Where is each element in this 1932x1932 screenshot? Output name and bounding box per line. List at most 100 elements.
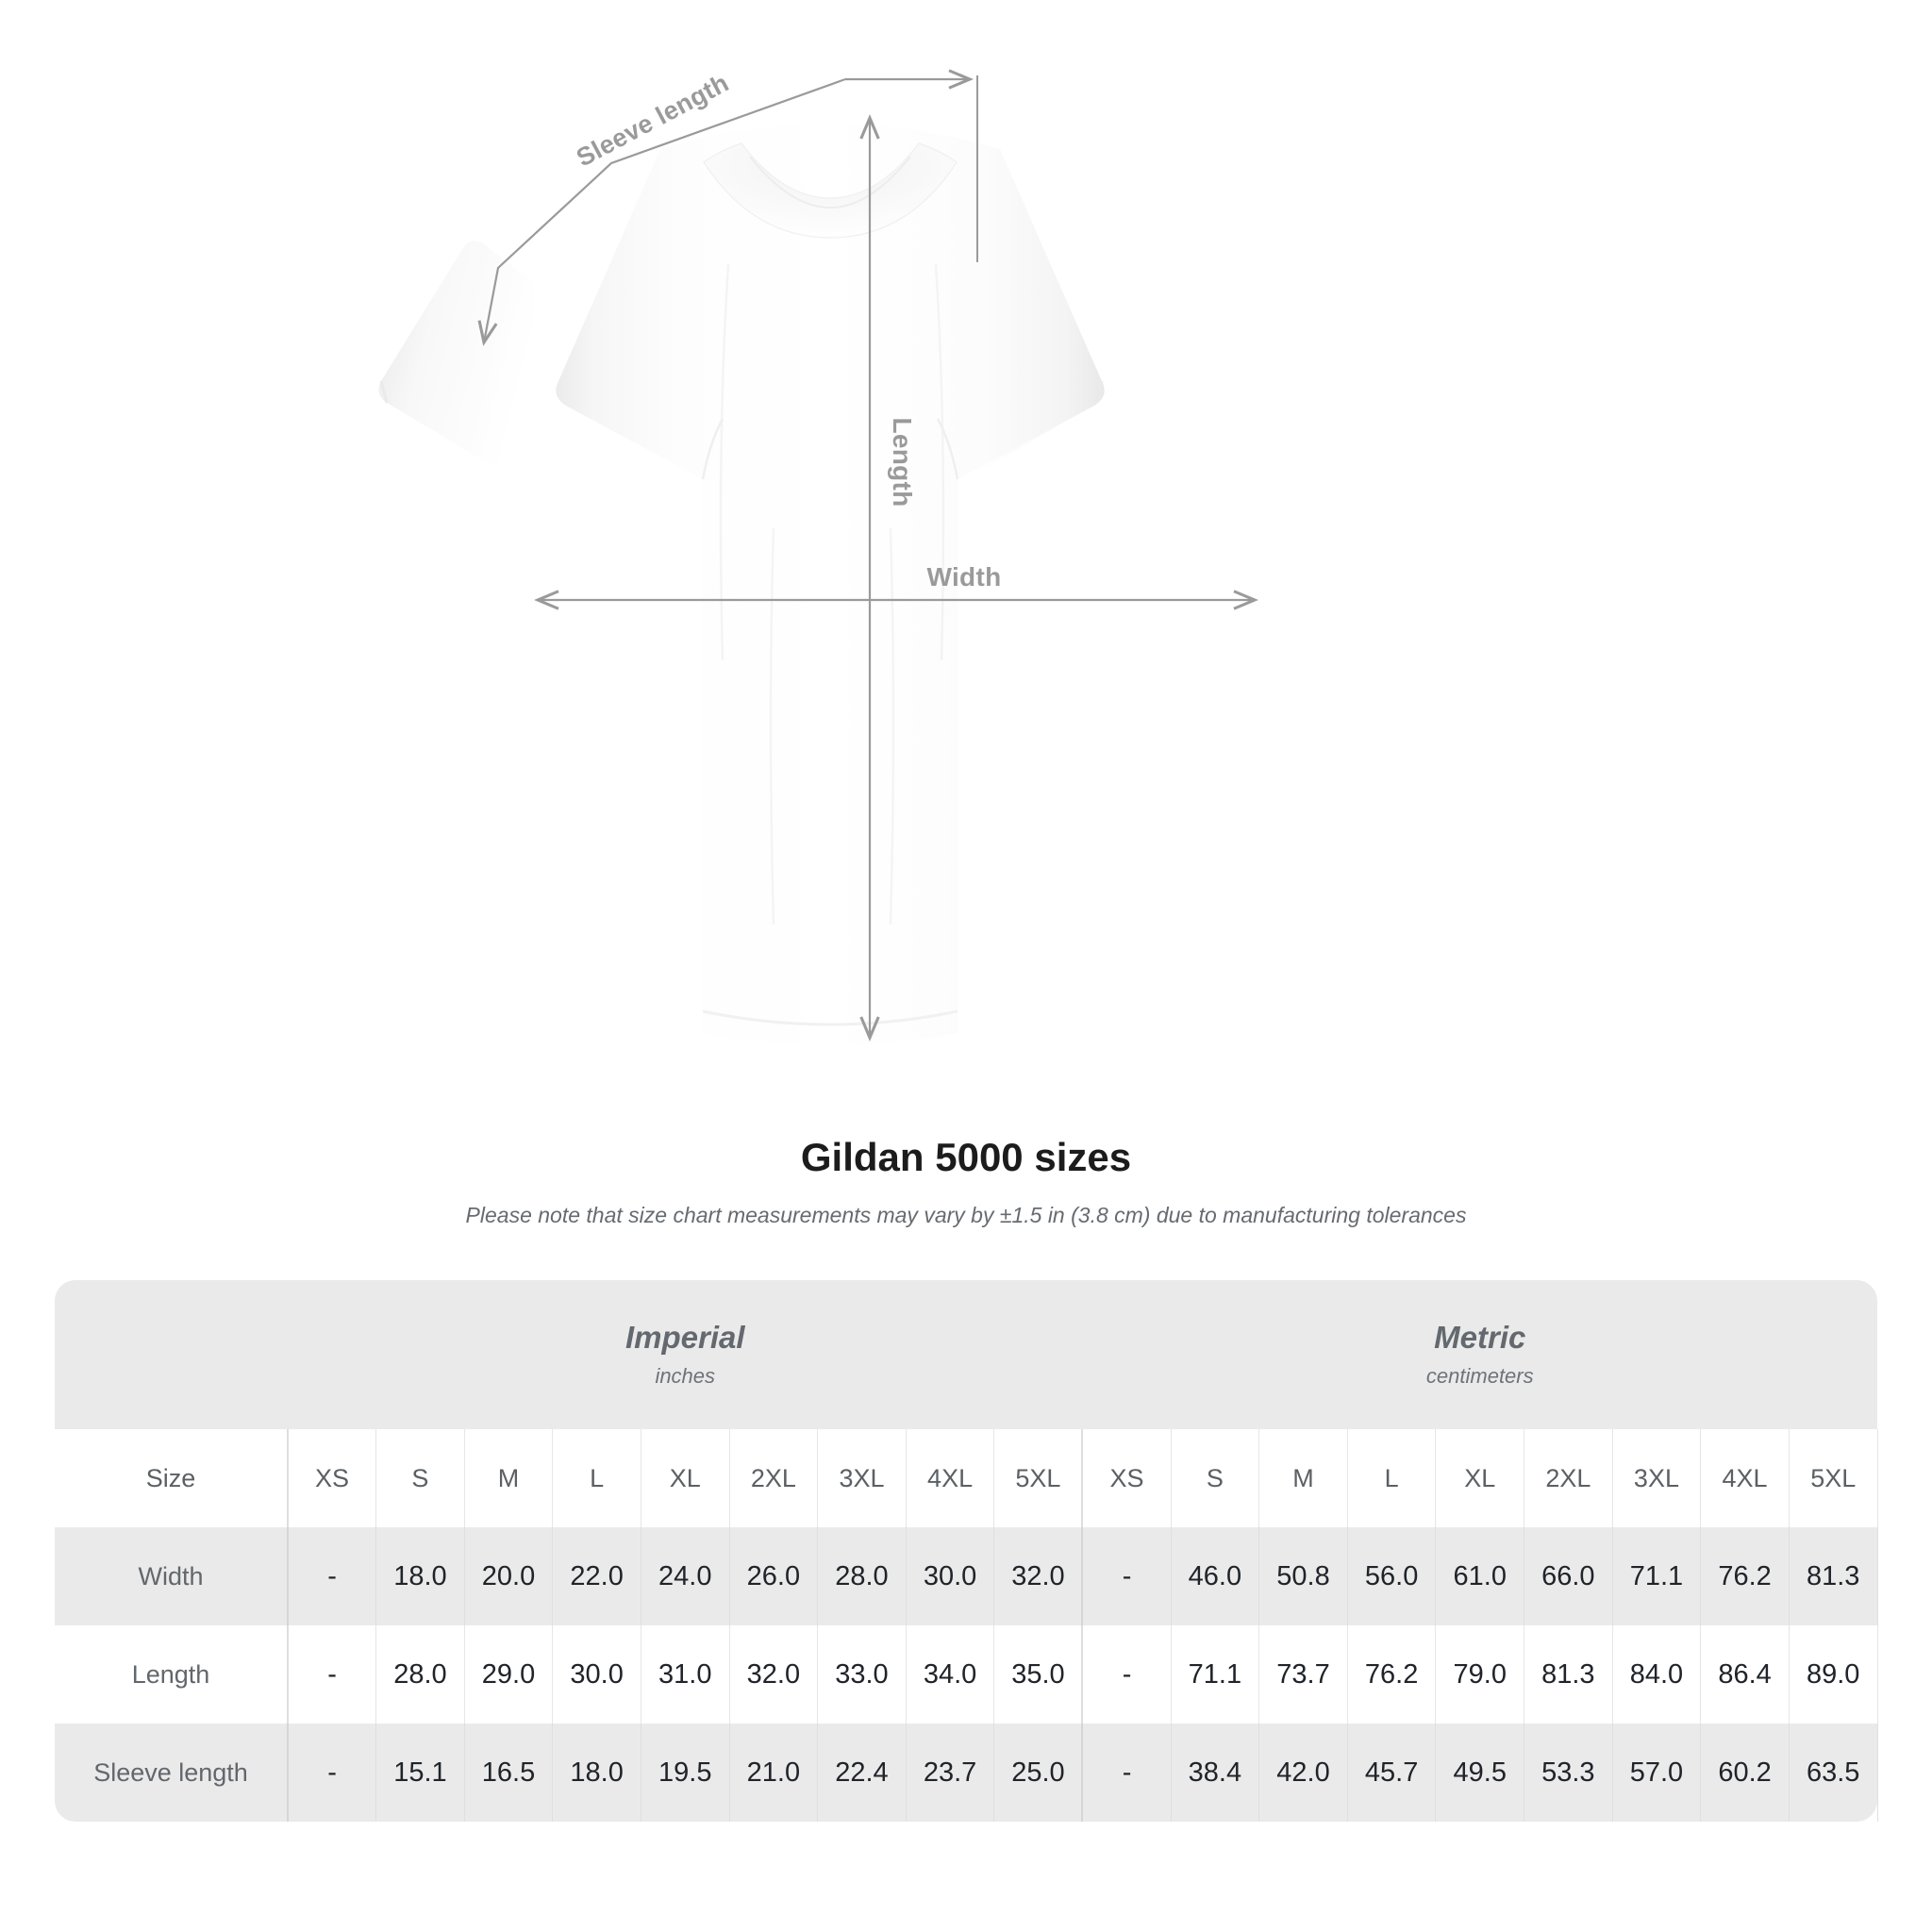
cell-sleeve-length-metric-4xl: 60.2: [1700, 1724, 1790, 1822]
size-header-cell-imperial-xs: XS: [287, 1429, 377, 1527]
cell-sleeve-length-imperial-4xl: 23.7: [905, 1724, 995, 1822]
cell-width-imperial-s: 18.0: [375, 1527, 465, 1625]
page-subtitle: Please note that size chart measurements…: [465, 1203, 1467, 1228]
size-header-cell-imperial-m: M: [463, 1429, 554, 1527]
cell-sleeve-length-metric-3xl: 57.0: [1611, 1724, 1702, 1822]
tshirt-garment: [378, 125, 1105, 1045]
size-header-cell-metric-5xl: 5XL: [1788, 1429, 1878, 1527]
size-header-cell-metric-l: L: [1346, 1429, 1437, 1527]
width-label: Width: [926, 562, 1002, 591]
cell-sleeve-length-imperial-xs: -: [287, 1724, 377, 1822]
cell-sleeve-length-metric-xl: 49.5: [1435, 1724, 1525, 1822]
cell-sleeve-length-metric-s: 38.4: [1170, 1724, 1260, 1822]
cell-width-imperial-xs: -: [287, 1527, 377, 1625]
sleeve-length-arrow: [477, 77, 846, 346]
cell-sleeve-length-metric-2xl: 53.3: [1524, 1724, 1613, 1822]
table-row: Width -18.0 20.0 22.0 24.0 26.0 28.0 30.0 32.0-4…: [55, 1527, 1878, 1625]
cell-length-metric-m: 73.7: [1258, 1625, 1348, 1724]
cell-width-metric-3xl: 71.1: [1611, 1527, 1702, 1625]
cell-length-metric-xs: -: [1081, 1625, 1172, 1724]
cell-width-metric-l: 56.0: [1346, 1527, 1437, 1625]
cell-length-metric-l: 76.2: [1346, 1625, 1437, 1724]
unit-group-header-metric: Metric centimeters: [1082, 1280, 1878, 1429]
size-header-cell-imperial-2xl: 2XL: [728, 1429, 819, 1527]
cell-length-imperial-2xl: 32.0: [728, 1625, 819, 1724]
cell-width-imperial-m: 20.0: [463, 1527, 554, 1625]
cell-length-imperial-3xl: 33.0: [817, 1625, 907, 1724]
cell-length-imperial-5xl: 35.0: [993, 1625, 1083, 1724]
cell-sleeve-length-imperial-3xl: 22.4: [817, 1724, 907, 1822]
cell-length-metric-2xl: 81.3: [1524, 1625, 1613, 1724]
cell-width-imperial-5xl: 32.0: [993, 1527, 1083, 1625]
size-header-cell-metric-m: M: [1258, 1429, 1348, 1527]
table-row: Sleeve length -15.1 16.5 18.0 19.5 21.0 22.4 23…: [55, 1724, 1878, 1822]
size-header-cell-metric-3xl: 3XL: [1611, 1429, 1702, 1527]
size-header-cell-imperial-5xl: 5XL: [993, 1429, 1083, 1527]
cell-length-imperial-4xl: 34.0: [905, 1625, 995, 1724]
cell-length-metric-3xl: 84.0: [1611, 1625, 1702, 1724]
measurement-annotations: [477, 69, 1258, 1041]
size-header-cell-imperial-4xl: 4XL: [905, 1429, 995, 1527]
size-header-cell-imperial-s: S: [375, 1429, 465, 1527]
unit-group-header-imperial: Imperial inches: [288, 1280, 1083, 1429]
cell-length-metric-xl: 79.0: [1435, 1625, 1525, 1724]
tshirt-illustration: [378, 69, 1258, 1045]
cell-width-metric-s: 46.0: [1170, 1527, 1260, 1625]
cell-length-imperial-xl: 31.0: [640, 1625, 730, 1724]
cell-sleeve-length-metric-m: 42.0: [1258, 1724, 1348, 1822]
cell-length-imperial-xs: -: [287, 1625, 377, 1724]
unit-header-row: Imperial inches Metric centimeters: [55, 1280, 1878, 1429]
row-header-sleeve-length: Sleeve length: [55, 1724, 289, 1822]
cell-sleeve-length-imperial-5xl: 25.0: [993, 1724, 1083, 1822]
page-title: Gildan 5000 sizes: [800, 1135, 1132, 1179]
size-header-cell-metric-xl: XL: [1435, 1429, 1525, 1527]
row-header-width: Width: [55, 1527, 289, 1625]
table-row: Length -28.0 29.0 30.0 31.0 32.0 33.0 34.0 35.0-…: [55, 1625, 1878, 1724]
table-corner-spacer: [55, 1280, 288, 1429]
cell-width-metric-2xl: 66.0: [1524, 1527, 1613, 1625]
cell-sleeve-length-imperial-s: 15.1: [375, 1724, 465, 1822]
cell-length-metric-5xl: 89.0: [1788, 1625, 1878, 1724]
cell-length-imperial-l: 30.0: [552, 1625, 641, 1724]
size-chart-table: Imperial inches Metric centimeters Size XS S M L…: [55, 1280, 1878, 1822]
cell-length-imperial-s: 28.0: [375, 1625, 465, 1724]
length-label: Length: [888, 417, 917, 508]
size-header-cell-imperial-xl: XL: [640, 1429, 730, 1527]
unit-group-name: Metric: [1434, 1319, 1526, 1355]
cell-sleeve-length-imperial-2xl: 21.0: [728, 1724, 819, 1822]
size-header-cell-imperial-3xl: 3XL: [817, 1429, 907, 1527]
cell-width-metric-m: 50.8: [1258, 1527, 1348, 1625]
size-header-cell-metric-4xl: 4XL: [1700, 1429, 1790, 1527]
cell-sleeve-length-imperial-xl: 19.5: [640, 1724, 730, 1822]
unit-group-sublabel: centimeters: [1425, 1364, 1534, 1389]
size-header-row: Size XS S M L XL 2XL 3XL 4XL 5XL XS S M L XL 2XL 3XL 4XL 5…: [55, 1429, 1878, 1527]
cell-sleeve-length-metric-l: 45.7: [1346, 1724, 1437, 1822]
cell-sleeve-length-imperial-l: 18.0: [552, 1724, 641, 1822]
size-chart-table-wrapper: Imperial inches Metric centimeters Size XS S M L…: [55, 1280, 1878, 1822]
cell-width-metric-xl: 61.0: [1435, 1527, 1525, 1625]
size-header-cell-metric-2xl: 2XL: [1524, 1429, 1613, 1527]
cell-width-metric-4xl: 76.2: [1700, 1527, 1790, 1625]
cell-width-imperial-4xl: 30.0: [905, 1527, 995, 1625]
unit-group-name: Imperial: [625, 1319, 745, 1355]
cell-width-metric-5xl: 81.3: [1788, 1527, 1878, 1625]
cell-sleeve-length-imperial-m: 16.5: [463, 1724, 554, 1822]
cell-length-metric-4xl: 86.4: [1700, 1625, 1790, 1724]
cell-width-imperial-l: 22.0: [552, 1527, 641, 1625]
cell-width-metric-xs: -: [1081, 1527, 1172, 1625]
cell-sleeve-length-metric-5xl: 63.5: [1788, 1724, 1878, 1822]
size-header-cell-metric-s: S: [1170, 1429, 1260, 1527]
cell-length-imperial-m: 29.0: [463, 1625, 554, 1724]
size-header-cell-imperial-l: L: [552, 1429, 641, 1527]
title-block: Gildan 5000 sizes Please note that size …: [0, 1134, 1932, 1230]
cell-width-imperial-3xl: 28.0: [817, 1527, 907, 1625]
cell-width-imperial-xl: 24.0: [640, 1527, 730, 1625]
cell-sleeve-length-metric-xs: -: [1081, 1724, 1172, 1822]
size-column-header: Size: [55, 1429, 289, 1527]
cell-width-imperial-2xl: 26.0: [728, 1527, 819, 1625]
tshirt-diagram: Sleeve length Length Width: [378, 69, 1258, 1045]
cell-length-metric-s: 71.1: [1170, 1625, 1260, 1724]
row-header-length: Length: [55, 1625, 289, 1724]
unit-group-sublabel: inches: [655, 1364, 716, 1389]
size-header-cell-metric-xs: XS: [1081, 1429, 1172, 1527]
